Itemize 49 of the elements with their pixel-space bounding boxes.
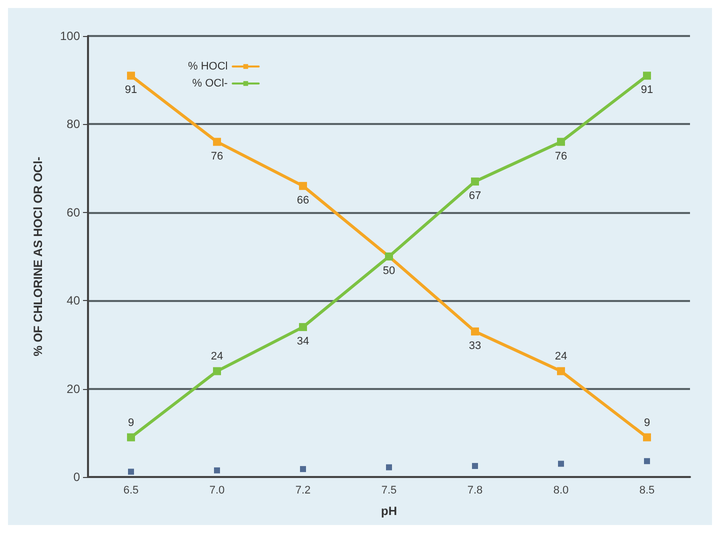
point: [471, 178, 479, 186]
point: [300, 466, 306, 472]
data-label: 33: [468, 340, 482, 352]
y-tick-label: 40: [66, 294, 80, 308]
legend-label: % HOCl: [188, 60, 228, 72]
point: [299, 323, 307, 332]
data-label: 50: [382, 265, 396, 277]
point: [557, 138, 565, 146]
data-label: 76: [210, 150, 224, 162]
point: [127, 72, 135, 80]
y-tick-label: 80: [66, 117, 80, 132]
x-tick-label: 7.8: [467, 484, 483, 496]
x-tick-label: 8.5: [639, 484, 655, 496]
data-label: 91: [640, 84, 654, 96]
y-axis-title: % OF CHLORINE AS HOCl OR OCl-: [31, 156, 45, 356]
data-label: 34: [296, 336, 310, 348]
legend-label: % OCl-: [192, 78, 228, 90]
data-label: 76: [554, 150, 568, 162]
point: [214, 467, 220, 474]
y-tick-label: 60: [66, 205, 80, 220]
point: [128, 468, 134, 475]
y-tick-label: 100: [60, 29, 80, 43]
point: [471, 327, 479, 336]
data-label: 67: [468, 190, 482, 202]
point: [213, 138, 221, 146]
point: [643, 433, 651, 442]
x-tick-label: 8.0: [553, 484, 569, 496]
data-label: 24: [554, 350, 568, 363]
data-label: 66: [296, 194, 310, 206]
point: [386, 464, 392, 470]
y-tick-label: 20: [66, 382, 80, 396]
point: [558, 460, 564, 467]
x-axis-title: pH: [381, 504, 397, 518]
data-label: 9: [644, 416, 650, 429]
data-label: 91: [124, 84, 138, 96]
point: [213, 367, 221, 376]
data-label: 24: [210, 350, 224, 363]
point: [472, 462, 478, 469]
y-tick-label: 0: [73, 470, 80, 484]
x-tick-label: 6.5: [123, 484, 139, 496]
x-tick-label: 7.5: [381, 484, 397, 496]
point: [127, 433, 135, 442]
data-label: 9: [128, 416, 134, 429]
point: [557, 367, 565, 376]
point: [643, 72, 651, 80]
x-tick-label: 7.2: [295, 484, 311, 496]
point: [299, 182, 307, 190]
x-tick-label: 7.0: [209, 484, 225, 496]
point: [644, 458, 650, 464]
